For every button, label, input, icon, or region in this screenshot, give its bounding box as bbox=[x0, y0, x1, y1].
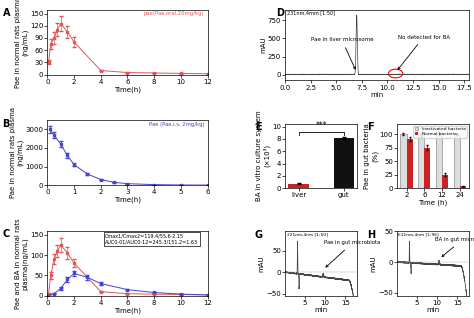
Legend: Inactivated bacteria, Normal bacteria: Inactivated bacteria, Normal bacteria bbox=[413, 126, 467, 138]
Text: BA in gut microbiota: BA in gut microbiota bbox=[435, 237, 474, 257]
Y-axis label: BA in vitro culture system
(×10³): BA in vitro culture system (×10³) bbox=[256, 111, 271, 201]
Y-axis label: Pae in normal rats plasma
(ng/mL): Pae in normal rats plasma (ng/mL) bbox=[15, 0, 28, 87]
X-axis label: Time(h): Time(h) bbox=[114, 197, 141, 203]
Y-axis label: Pae in gut bacteria
(%): Pae in gut bacteria (%) bbox=[365, 123, 378, 189]
X-axis label: Time (h): Time (h) bbox=[419, 200, 448, 206]
Bar bbox=[288, 184, 309, 188]
Text: G: G bbox=[255, 230, 263, 240]
Text: Pae (Pae,i.v. 2mg/kg): Pae (Pae,i.v. 2mg/kg) bbox=[149, 122, 204, 127]
X-axis label: min: min bbox=[371, 92, 384, 98]
Text: B: B bbox=[2, 119, 10, 129]
Bar bbox=[334, 138, 354, 188]
Text: pae(Pae,oral,20mg/kg): pae(Pae,oral,20mg/kg) bbox=[144, 11, 204, 17]
X-axis label: Time(h): Time(h) bbox=[114, 86, 141, 93]
Y-axis label: mAU: mAU bbox=[371, 255, 377, 272]
Bar bbox=[460, 186, 466, 188]
Text: D: D bbox=[276, 8, 284, 18]
X-axis label: min: min bbox=[315, 307, 328, 313]
Text: 611nm,4nm [1:96]: 611nm,4nm [1:96] bbox=[399, 232, 439, 236]
Text: C: C bbox=[2, 229, 10, 239]
Bar bbox=[407, 139, 413, 188]
Bar bbox=[424, 148, 430, 188]
X-axis label: Time(h): Time(h) bbox=[114, 307, 141, 314]
Y-axis label: Pae and BA in normal rats
plasma(ng/mL): Pae and BA in normal rats plasma(ng/mL) bbox=[15, 218, 28, 308]
Bar bbox=[454, 135, 460, 188]
Text: Cmax1/Cmax2=119.4/55.6·2.15
AUC0-01/AUC0-12=245.3/151.2=1.63: Cmax1/Cmax2=119.4/55.6·2.15 AUC0-01/AUC0… bbox=[105, 234, 198, 245]
Bar bbox=[442, 175, 448, 188]
Text: A: A bbox=[2, 8, 10, 18]
Text: 221nm,4nm [1:50]: 221nm,4nm [1:50] bbox=[286, 232, 327, 236]
Text: No detected for BA: No detected for BA bbox=[398, 35, 450, 70]
Text: E: E bbox=[255, 122, 261, 132]
Y-axis label: Pae in normal rats plasma
(ng/mL): Pae in normal rats plasma (ng/mL) bbox=[10, 107, 24, 198]
Text: F: F bbox=[367, 122, 374, 132]
Y-axis label: mAU: mAU bbox=[260, 37, 266, 53]
Text: Pae in gut microbiota: Pae in gut microbiota bbox=[324, 240, 381, 267]
Bar bbox=[401, 135, 407, 188]
Text: Pae in liver microsome: Pae in liver microsome bbox=[310, 38, 373, 69]
Y-axis label: mAU: mAU bbox=[259, 255, 265, 272]
Text: 231nm,4mm [1:50]: 231nm,4mm [1:50] bbox=[287, 10, 335, 15]
Text: ***: *** bbox=[315, 121, 327, 130]
Bar bbox=[436, 135, 442, 188]
Bar bbox=[418, 135, 424, 188]
Text: H: H bbox=[367, 230, 375, 240]
X-axis label: min: min bbox=[427, 307, 440, 313]
